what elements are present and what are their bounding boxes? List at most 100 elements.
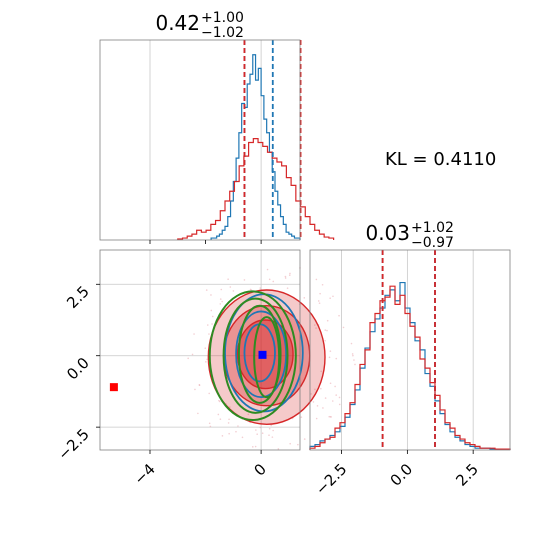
scatter-point [219, 418, 222, 420]
hist-y-title-sup: +1.02 [411, 220, 454, 236]
scatter-point [320, 387, 322, 390]
scatter-point [315, 327, 317, 329]
scatter-point [219, 303, 222, 305]
scatter-point [288, 274, 291, 276]
scatter-point [321, 283, 324, 286]
scatter-point [229, 286, 232, 288]
scatter-point [328, 415, 331, 418]
joint-red-contours [207, 289, 326, 425]
joint-green-contours [208, 290, 297, 422]
scatter-point [317, 300, 320, 302]
scatter-point [219, 298, 222, 300]
scatter-point [324, 397, 327, 399]
scatter-point [208, 333, 210, 335]
scatter-point [198, 384, 201, 387]
scatter-point [228, 432, 230, 435]
scatter-point [193, 333, 195, 335]
hist-y-title-main: 0.03 [365, 221, 410, 245]
scatter-point [328, 356, 331, 359]
scatter-point [206, 358, 208, 361]
scatter-point [314, 388, 316, 391]
hist-y-gridlines [341, 250, 474, 450]
scatter-point [210, 294, 212, 296]
scatter-point [228, 418, 230, 421]
hist-series-red [177, 138, 335, 240]
green-contour-0 [208, 290, 297, 422]
scatter-point [211, 315, 214, 318]
scatter-point [211, 323, 213, 325]
panel-hist-y: −2.5 0.0 2.5 0.03 +1.02 −0.97 [309, 220, 511, 499]
scatter-point [194, 388, 196, 391]
scatter-point [342, 326, 345, 329]
scatter-point [332, 295, 334, 298]
scatter-point [268, 278, 271, 281]
hist-x-title-sup: +1.00 [201, 10, 244, 26]
scatter-point [259, 426, 262, 429]
hist-series-blue [210, 54, 301, 240]
scatter-point [284, 275, 287, 278]
scatter-point [312, 401, 315, 403]
scatter-point [320, 370, 322, 373]
scatter-point [351, 353, 354, 355]
scatter-point [315, 417, 318, 420]
hist-x-title-main: 0.42 [155, 11, 200, 35]
scatter-point [329, 350, 332, 352]
scatter-point [251, 446, 254, 448]
scatter-point [338, 396, 341, 399]
hist-x-title-sub: −1.02 [201, 25, 244, 41]
joint-scatter-points [187, 267, 356, 450]
hist-y-tick-label-0: −2.5 [312, 460, 350, 498]
scatter-point [256, 433, 258, 436]
scatter-point [324, 329, 327, 331]
scatter-point [261, 432, 264, 435]
scatter-point [329, 297, 331, 300]
scatter-point [329, 382, 332, 385]
scatter-point [271, 436, 274, 438]
scatter-point [353, 359, 355, 361]
scatter-point [208, 422, 211, 425]
scatter-point [303, 297, 306, 299]
scatter-point [270, 424, 272, 427]
hist-y-quantile-lines [381, 250, 436, 450]
scatter-point [286, 287, 289, 289]
hist-y-ticks: −2.5 0.0 2.5 [312, 450, 482, 499]
scatter-point [338, 403, 341, 406]
scatter-point [284, 277, 287, 279]
hist-x-title: 0.42 [155, 11, 200, 35]
scatter-point [241, 436, 244, 439]
scatter-point [338, 314, 340, 317]
joint-x-tick-label-0: −4 [130, 460, 158, 488]
scatter-point [354, 363, 356, 366]
scatter-point [220, 288, 223, 291]
scatter-point [247, 413, 250, 416]
kl-annotation: KL = 0.4110 [385, 149, 496, 170]
hist-y-frame [309, 249, 511, 451]
hist-x-ticks [149, 240, 262, 244]
hist-y-title-sub: −0.97 [411, 235, 454, 251]
hist-y-tick-label-2: 2.5 [452, 460, 482, 490]
scatter-point [350, 342, 353, 345]
scatter-point [300, 416, 303, 418]
hist-x-frame [99, 39, 301, 241]
scatter-point [229, 406, 231, 408]
scatter-point [254, 445, 257, 448]
red-contour-0 [207, 289, 326, 425]
joint-markers [109, 350, 267, 392]
scatter-point [206, 324, 209, 326]
joint-y-tick-label-1: 0.0 [63, 354, 93, 384]
scatter-point [259, 287, 262, 289]
green-contour-1 [222, 297, 289, 414]
scatter-point [249, 288, 252, 291]
joint-frame [99, 249, 301, 451]
marker-marker_red [109, 383, 118, 392]
scatter-point [277, 448, 280, 450]
joint-x-tick-label-1: 0 [250, 460, 269, 479]
scatter-point [217, 413, 220, 416]
scatter-point [316, 405, 319, 407]
scatter-point [289, 272, 291, 275]
scatter-point [205, 289, 208, 291]
scatter-point [209, 425, 212, 428]
scatter-point [237, 425, 239, 427]
blue-contour-1 [235, 310, 288, 399]
hist-x-series [177, 54, 335, 240]
